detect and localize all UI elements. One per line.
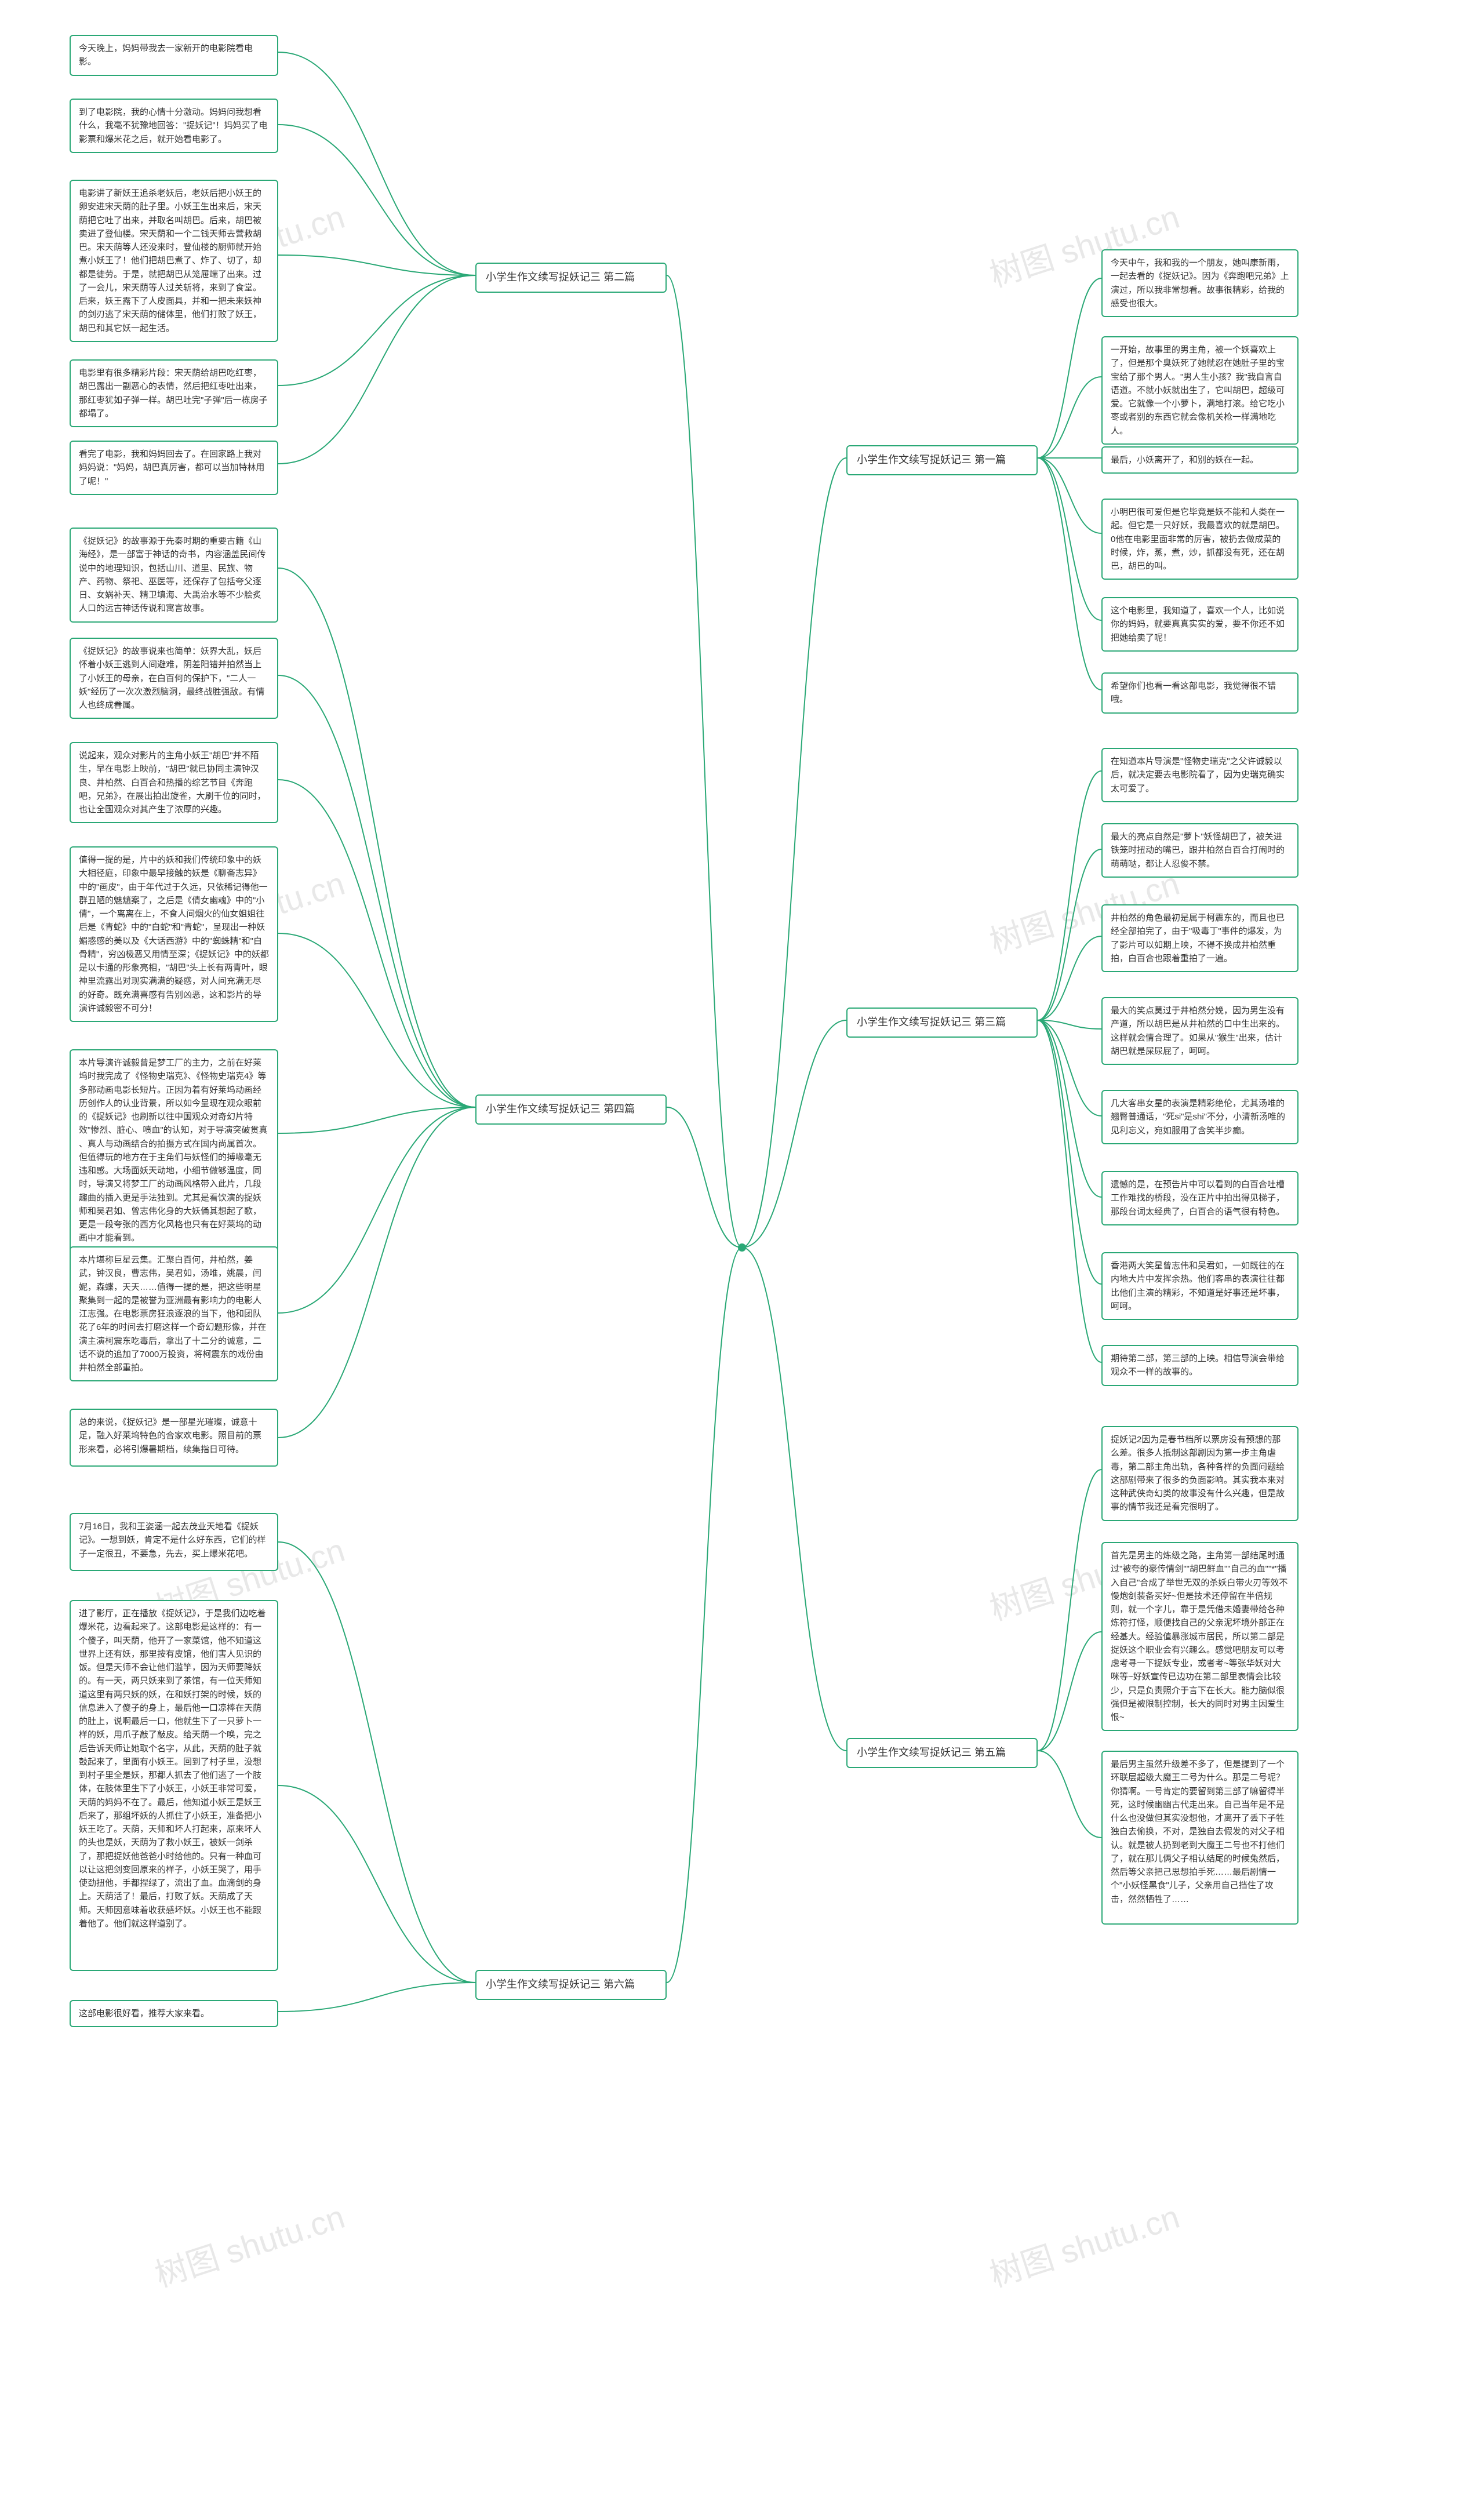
leaf-node: 本片导演许诚毅曾是梦工厂的主力，之前在好莱坞时我完成了《怪物史瑞克》、《怪物史瑞… (70, 1049, 278, 1252)
leaf-node: 井柏然的角色最初是属于柯震东的，而且也已经全部拍完了，由于"吸毒丁"事件的爆发，… (1101, 904, 1298, 972)
branch-node: 小学生作文续写捉妖记三 第三篇 (846, 1008, 1038, 1038)
leaf-node: 几大客串女星的表演是精彩绝伦，尤其汤唯的翘臀普通话，"死si"是shi"不分，小… (1101, 1090, 1298, 1144)
leaf-node: 这部电影很好看，推荐大家来看。 (70, 2000, 278, 2027)
leaf-node: 在知道本片导演是"怪物史瑞克"之父许诚毅以后，就决定要去电影院看了，因为史瑞克确… (1101, 748, 1298, 802)
branch-node: 小学生作文续写捉妖记三 第四篇 (475, 1094, 667, 1125)
leaf-node: 值得一提的是，片中的妖和我们传统印象中的妖大相径庭，印象中最早接触的妖是《聊斋志… (70, 846, 278, 1022)
leaf-node: 希望你们也看一看这部电影，我觉得很不错哦。 (1101, 672, 1298, 714)
leaf-node: 今天中午，我和我的一个朋友，她叫康新雨，一起去看的《捉妖记》。因为《奔跑吧兄弟》… (1101, 249, 1298, 317)
leaf-node: 最后男主虽然升级差不多了，但是提到了一个环联层超级大魔王二号为什么。那是二号呢？… (1101, 1751, 1298, 1925)
leaf-node: 捉妖记2因为是春节档所以票房没有预想的那么差。很多人抵制这部剧因为第一步主角虐毒… (1101, 1426, 1298, 1521)
leaf-node: 遗憾的是，在预告片中可以看到的白百合吐槽工作难找的桥段，没在正片中拍出得见梯子，… (1101, 1171, 1298, 1225)
leaf-node: 看完了电影，我和妈妈回去了。在回家路上我对妈妈说："妈妈，胡巴真厉害，都可以当加… (70, 441, 278, 495)
leaf-node: 香港两大笑星曾志伟和吴君如，一如既往的在内地大片中发挥余热。他们客串的表演往往都… (1101, 1252, 1298, 1320)
leaf-node: 今天晚上，妈妈带我去一家新开的电影院看电影。 (70, 35, 278, 76)
leaf-node: 到了电影院，我的心情十分激动。妈妈问我想看什么，我毫不犹豫地回答："捉妖记"！妈… (70, 99, 278, 153)
watermark: 树图 shutu.cn (148, 2191, 350, 2297)
branch-node: 小学生作文续写捉妖记三 第六篇 (475, 1970, 667, 2000)
branch-node: 小学生作文续写捉妖记三 第一篇 (846, 445, 1038, 475)
mindmap-root (738, 1243, 746, 1252)
leaf-node: 期待第二部，第三部的上映。相信导演会带给观众不一样的故事的。 (1101, 1345, 1298, 1386)
leaf-node: 总的来说，《捉妖记》是一部星光璀璨，诚意十足，融入好莱坞特色的合家欢电影。照目前… (70, 1409, 278, 1467)
leaf-node: 7月16日，我和王姿涵一起去茂业天地看《捉妖记》。一想到妖，肯定不是什么好东西，… (70, 1513, 278, 1571)
leaf-node: 一开始，故事里的男主角，被一个妖喜欢上了，但是那个臭妖死了她就忍在她肚子里的宝宝… (1101, 336, 1298, 445)
watermark: 树图 shutu.cn (983, 2191, 1185, 2297)
leaf-node: 小明巴很可爱但是它毕竟是妖不能和人类在一起。但它是一只好妖，我最喜欢的就是胡巴。… (1101, 499, 1298, 580)
leaf-node: 最大的笑点莫过于井柏然分娩，因为男生没有产道，所以胡巴是从井柏然的口中生出来的。… (1101, 997, 1298, 1065)
leaf-node: 电影讲了新妖王追杀老妖后，老妖后把小妖王的卵安进宋天荫的肚子里。小妖王生出来后，… (70, 180, 278, 342)
leaf-node: 最大的亮点自然是"萝卜"妖怪胡巴了，被关进铁笼时扭动的嘴巴，跟井柏然白百合打闹时… (1101, 823, 1298, 878)
leaf-node: 说起来，观众对影片的主角小妖王"胡巴"并不陌生，早在电影上映前，"胡巴"就已协同… (70, 742, 278, 823)
leaf-node: 首先是男主的炼级之路，主角第一部结尾时通过"被夸的豪传情剑""胡巴鲜血""自己的… (1101, 1542, 1298, 1731)
branch-node: 小学生作文续写捉妖记三 第二篇 (475, 263, 667, 293)
leaf-node: 这个电影里，我知道了，喜欢一个人，比如说你的妈妈，就要真真实实的爱，要不你还不如… (1101, 597, 1298, 652)
leaf-node: 电影里有很多精彩片段：宋天荫给胡巴吃红枣，胡巴露出一副恶心的表情，然后把红枣吐出… (70, 359, 278, 427)
leaf-node: 本片堪称巨星云集。汇聚白百何，井柏然，姜武，钟汉良，曹志伟，吴君如，汤唯，姚晨，… (70, 1246, 278, 1381)
branch-node: 小学生作文续写捉妖记三 第五篇 (846, 1738, 1038, 1768)
leaf-node: 最后，小妖离开了，和别的妖在一起。 (1101, 446, 1298, 474)
leaf-node: 进了影厅，正在播放《捉妖记》，于是我们边吃着爆米花，边看起来了。这部电影是这样的… (70, 1600, 278, 1971)
leaf-node: 《捉妖记》的故事源于先秦时期的重要古籍《山海经》，是一部富于神话的奇书，内容涵盖… (70, 528, 278, 623)
leaf-node: 《捉妖记》的故事说来也简单：妖界大乱，妖后怀着小妖王逃到人间避难，阴差阳错并拍然… (70, 638, 278, 719)
